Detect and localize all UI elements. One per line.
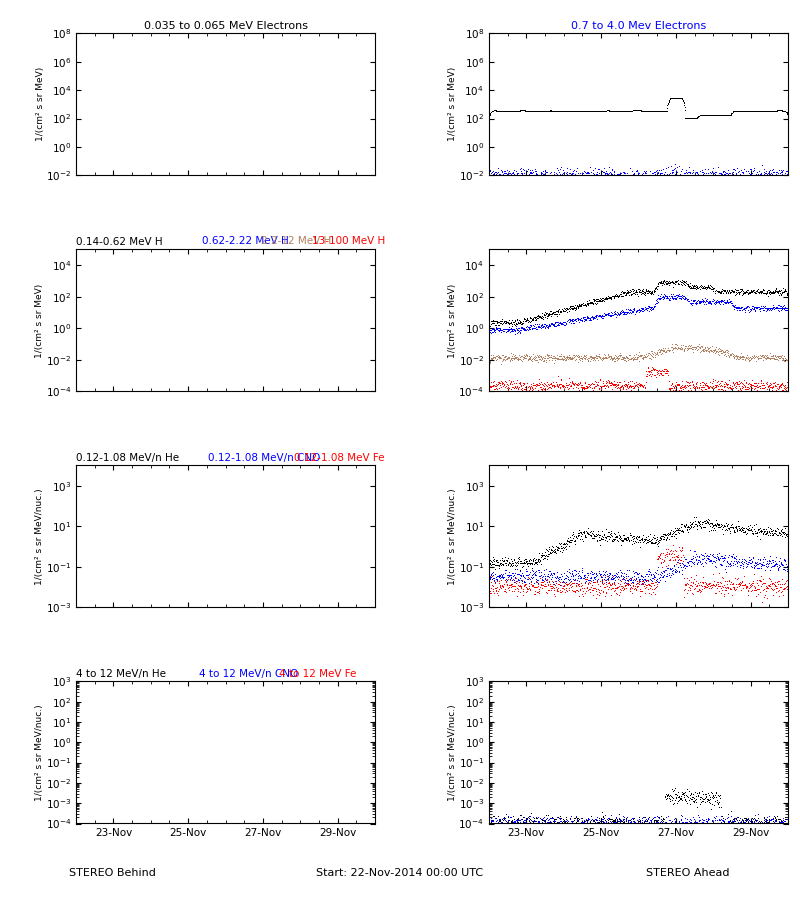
Text: 0.12-1.08 MeV/n CNO: 0.12-1.08 MeV/n CNO	[208, 453, 320, 463]
Text: 0.14-0.62 MeV H: 0.14-0.62 MeV H	[76, 238, 162, 248]
Y-axis label: 1/(cm² s sr MeV): 1/(cm² s sr MeV)	[35, 284, 44, 357]
Text: Start: 22-Nov-2014 00:00 UTC: Start: 22-Nov-2014 00:00 UTC	[317, 868, 483, 878]
Y-axis label: 1/(cm² s sr MeV/nuc.): 1/(cm² s sr MeV/nuc.)	[35, 488, 44, 585]
Text: 0.12-1.08 MeV/n He: 0.12-1.08 MeV/n He	[76, 454, 179, 464]
Y-axis label: 1/(cm² s sr MeV): 1/(cm² s sr MeV)	[35, 68, 45, 141]
Text: 0.62-2.22 MeV H: 0.62-2.22 MeV H	[202, 237, 288, 247]
Text: 4 to 12 MeV Fe: 4 to 12 MeV Fe	[279, 669, 357, 679]
Text: 2.2-12 MeV H: 2.2-12 MeV H	[262, 237, 332, 247]
Text: STEREO Ahead: STEREO Ahead	[646, 868, 730, 878]
Text: 13-100 MeV H: 13-100 MeV H	[312, 237, 386, 247]
Y-axis label: 1/(cm² s sr MeV): 1/(cm² s sr MeV)	[448, 284, 457, 357]
Text: 4 to 12 MeV/n He: 4 to 12 MeV/n He	[76, 670, 166, 680]
Title: 0.035 to 0.065 MeV Electrons: 0.035 to 0.065 MeV Electrons	[143, 21, 307, 32]
Y-axis label: 1/(cm² s sr MeV): 1/(cm² s sr MeV)	[448, 68, 458, 141]
Y-axis label: 1/(cm² s sr MeV/nuc.): 1/(cm² s sr MeV/nuc.)	[35, 704, 44, 801]
Y-axis label: 1/(cm² s sr MeV/nuc.): 1/(cm² s sr MeV/nuc.)	[448, 704, 457, 801]
Text: STEREO Behind: STEREO Behind	[69, 868, 155, 878]
Text: 4 to 12 MeV/n CNO: 4 to 12 MeV/n CNO	[198, 669, 298, 679]
Text: 0.12-1.08 MeV Fe: 0.12-1.08 MeV Fe	[294, 453, 385, 463]
Y-axis label: 1/(cm² s sr MeV/nuc.): 1/(cm² s sr MeV/nuc.)	[448, 488, 457, 585]
Title: 0.7 to 4.0 Mev Electrons: 0.7 to 4.0 Mev Electrons	[570, 21, 706, 32]
